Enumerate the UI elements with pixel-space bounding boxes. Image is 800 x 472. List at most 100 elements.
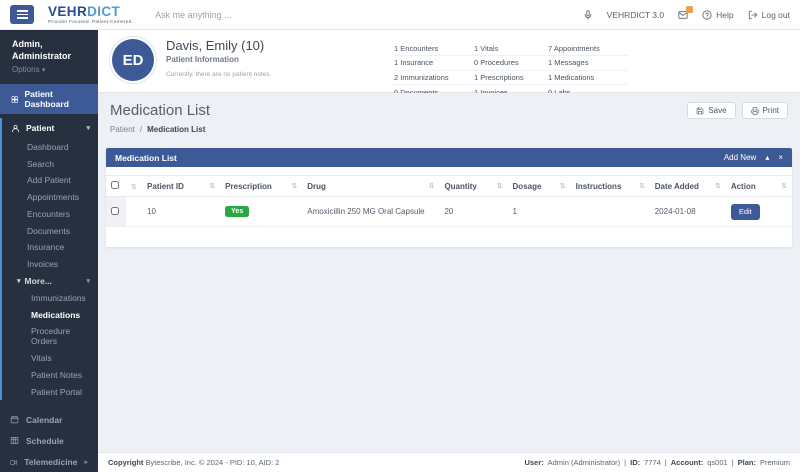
stat-medications[interactable]: 1 Medications — [548, 71, 628, 86]
cell-instructions — [570, 196, 650, 227]
row-checkbox[interactable] — [111, 206, 119, 215]
col-patient-id[interactable]: Patient ID — [147, 181, 184, 191]
sort-icon[interactable]: ⇅ — [209, 183, 216, 190]
breadcrumb-patient[interactable]: Patient — [110, 125, 135, 134]
col-quantity[interactable]: Quantity — [444, 181, 477, 191]
table-row: 10 Yes Amoxicillin 250 MG Oral Capsule 2… — [106, 196, 792, 227]
mic-button[interactable] — [583, 9, 593, 20]
sidebar-item-search[interactable]: Search — [27, 158, 54, 169]
user-block: Admin, Administrator Options ▾ — [0, 30, 98, 84]
help-label: Help — [716, 9, 734, 20]
col-action[interactable]: Action — [730, 181, 756, 191]
chevron-down-icon: ▾ — [86, 278, 90, 286]
logout-label: Log out — [761, 9, 790, 20]
version-label: VEHRDICT 3.0 — [606, 9, 665, 20]
caret-down-icon: ▾ — [41, 67, 46, 75]
patient-note: Currently, there are no patient notes. — [166, 71, 272, 78]
breadcrumb-current: Medication List — [147, 125, 206, 134]
user-icon — [12, 125, 19, 133]
stat-prescriptions[interactable]: 1 Prescriptions — [474, 71, 548, 86]
patient-info: Davis, Emily (10) Patient Information Cu… — [166, 38, 394, 78]
table-icon — [10, 437, 19, 445]
sidebar-item-medications[interactable]: Medications — [31, 309, 81, 320]
save-icon — [697, 107, 704, 114]
sidebar-item-patient-portal[interactable]: Patient Portal — [31, 386, 83, 397]
messages-button[interactable] — [678, 5, 694, 20]
print-button[interactable]: Print — [741, 102, 788, 119]
select-all-checkbox[interactable] — [111, 181, 119, 189]
page-title: Medication List — [110, 102, 211, 119]
sort-icon[interactable]: ⇅ — [428, 183, 435, 190]
stat-insurance[interactable]: 1 Insurance — [394, 56, 474, 71]
sort-all-icon[interactable]: ⇅ — [131, 183, 137, 191]
sidebar-item-vitals[interactable]: Vitals — [31, 353, 52, 364]
sidebar-item-telemedicine[interactable]: Telemedicine ▸ — [0, 451, 98, 472]
sidebar-item-add-patient[interactable]: Add Patient — [27, 175, 71, 186]
sidebar-item-encounters[interactable]: Encounters — [27, 208, 70, 219]
sidebar-item-dashboard[interactable]: Dashboard — [27, 141, 69, 152]
sort-icon[interactable]: ⇅ — [496, 183, 503, 190]
patient-avatar: ED — [112, 39, 154, 81]
brand-primary: VEHR — [48, 3, 88, 19]
sidebar-bottom-nav: Calendar Schedule Telemedicine ▸ Message… — [0, 409, 98, 472]
patient-name: Davis, Emily (10) — [166, 38, 265, 53]
user-options-dropdown[interactable]: Options ▾ — [12, 65, 46, 75]
sidebar-item-patient-notes[interactable]: Patient Notes — [31, 369, 83, 380]
sidebar-item-insurance[interactable]: Insurance — [27, 242, 65, 253]
col-drug[interactable]: Drug — [307, 181, 326, 191]
close-panel-icon[interactable]: × — [778, 153, 783, 162]
sort-icon[interactable]: ⇅ — [559, 183, 566, 190]
print-icon — [750, 106, 759, 115]
topbar-right: VEHRDICT 3.0 Help Log out — [583, 5, 790, 20]
brand-secondary: DICT — [87, 3, 121, 19]
calendar-icon — [10, 415, 19, 424]
save-button[interactable]: Save — [687, 102, 736, 119]
prescription-badge: Yes — [225, 206, 250, 217]
search-input[interactable] — [155, 9, 346, 20]
col-dosage[interactable]: Dosage — [512, 181, 542, 191]
sort-icon[interactable]: ⇅ — [638, 183, 645, 190]
stat-immunizations[interactable]: 2 Immunizations — [394, 71, 474, 86]
sidebar-item-calendar[interactable]: Calendar — [0, 409, 98, 430]
edit-button[interactable]: Edit — [730, 203, 760, 220]
sort-icon[interactable]: ⇅ — [781, 183, 787, 190]
stat-appointments[interactable]: 7 Appointments — [548, 41, 628, 56]
stat-encounters[interactable]: 1 Encounters — [394, 41, 474, 56]
menu-toggle-button[interactable] — [10, 5, 34, 24]
grid-icon — [11, 96, 18, 103]
breadcrumb: Patient / Medication List — [98, 122, 800, 143]
panel-title: Medication List — [115, 152, 177, 163]
help-button[interactable]: Help — [702, 9, 734, 20]
stat-procedures[interactable]: 0 Procedures — [474, 56, 548, 71]
help-icon — [702, 9, 712, 20]
breadcrumb-separator: / — [139, 125, 143, 134]
col-prescription[interactable]: Prescription — [225, 181, 272, 191]
stat-vitals[interactable]: 1 Vitals — [474, 41, 548, 56]
add-new-button[interactable]: Add New — [723, 153, 757, 162]
sidebar: Admin, Administrator Options ▾ Patient D… — [0, 30, 98, 472]
sidebar-item-immunizations[interactable]: Immunizations — [31, 292, 86, 303]
sidebar-item-more[interactable]: ▾ More... ▾ — [17, 276, 90, 287]
mic-icon — [584, 9, 591, 20]
chevron-down-icon: ▾ — [86, 125, 90, 133]
sidebar-item-invoices[interactable]: Invoices — [27, 259, 59, 270]
collapse-panel-icon[interactable]: ▴ — [765, 153, 770, 162]
sidebar-item-schedule[interactable]: Schedule — [0, 430, 98, 451]
sidebar-item-patient[interactable]: Patient ▾ — [2, 118, 98, 138]
col-date-added[interactable]: Date Added — [654, 181, 699, 191]
sidebar-item-appointments[interactable]: Appointments — [27, 192, 79, 203]
video-icon — [10, 459, 17, 465]
brand-logo[interactable]: VEHRDICT Provider Focused. Patient-Cente… — [48, 3, 133, 25]
sidebar-item-patient-dashboard[interactable]: Patient Dashboard — [0, 84, 98, 115]
sort-icon[interactable]: ⇅ — [291, 183, 298, 190]
sidebar-item-procedure-orders[interactable]: Procedure Orders — [31, 326, 71, 347]
chevron-right-icon: ▸ — [84, 459, 88, 467]
page-content: Medication List Save Print Patient — [98, 93, 800, 452]
stat-messages[interactable]: 1 Messages — [548, 56, 628, 71]
col-instructions[interactable]: Instructions — [575, 181, 622, 191]
logout-button[interactable]: Log out — [748, 10, 790, 20]
sort-icon[interactable]: ⇅ — [714, 183, 721, 190]
sidebar-item-documents[interactable]: Documents — [27, 225, 70, 236]
cell-quantity: 20 — [439, 196, 508, 227]
